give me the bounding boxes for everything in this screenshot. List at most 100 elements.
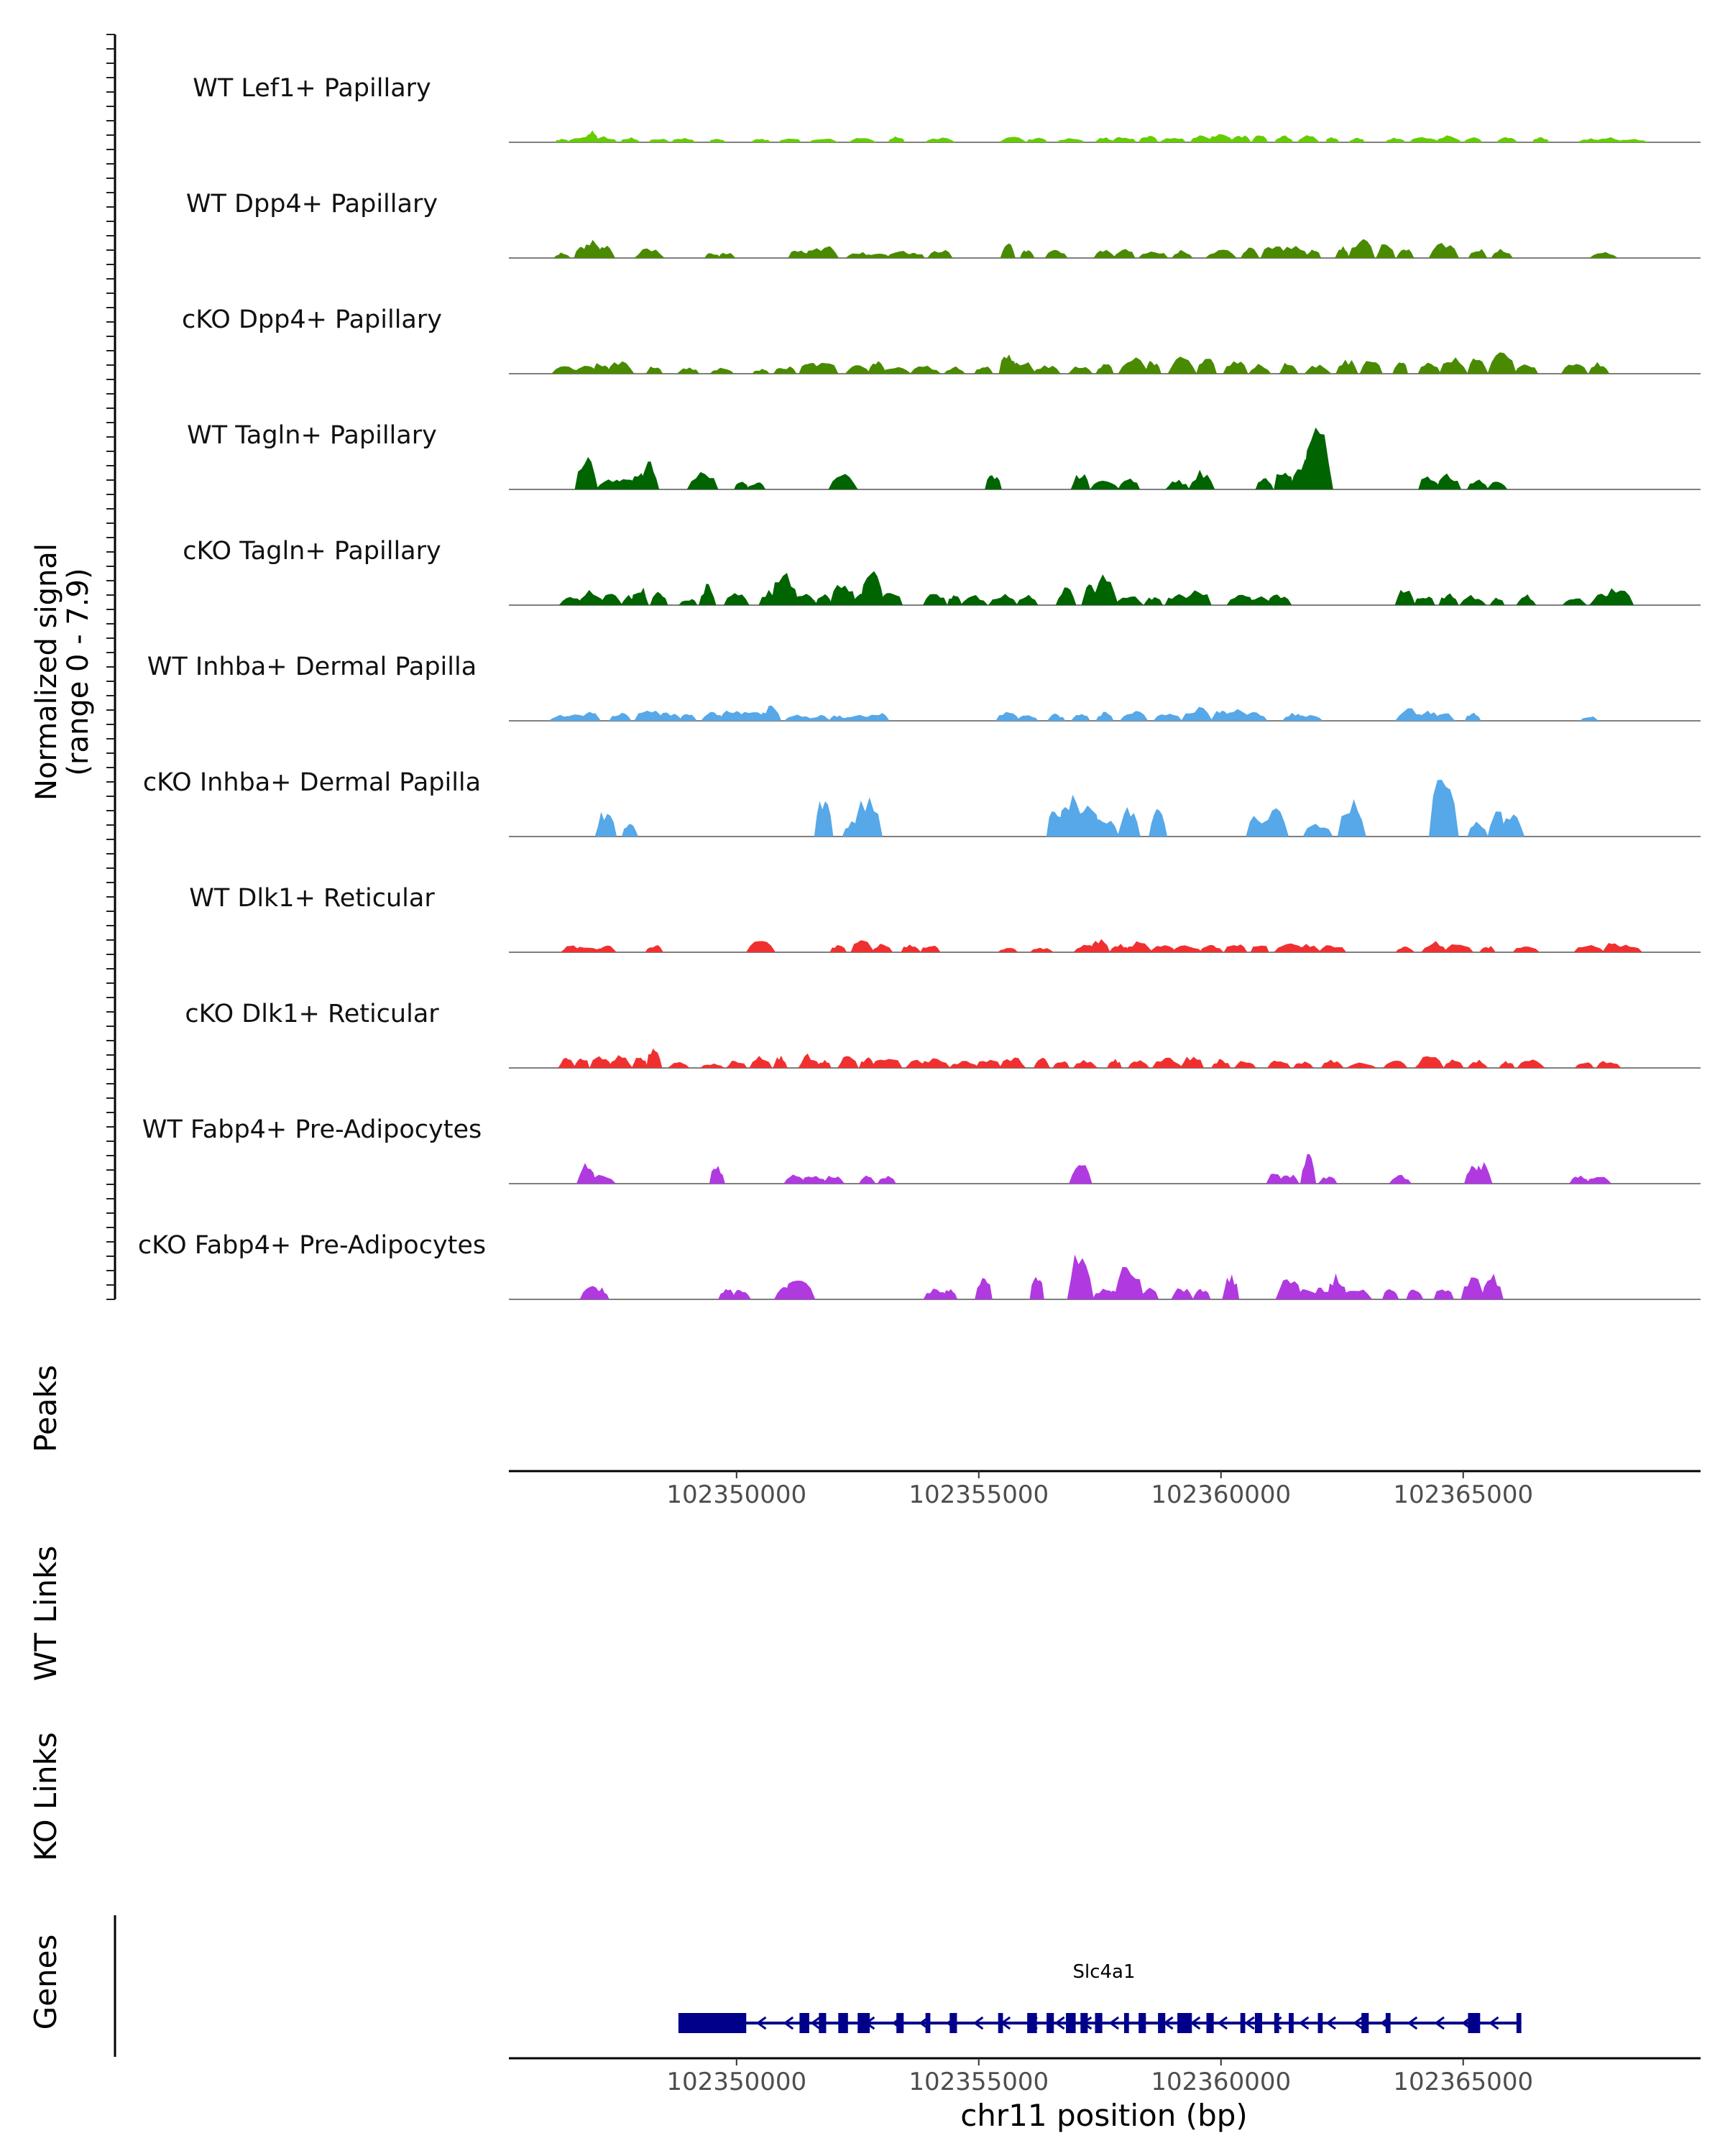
signal-peak: [1055, 138, 1086, 142]
signal-peak: [1138, 252, 1169, 258]
signal-peak: [589, 1056, 612, 1068]
signal-peak: [734, 482, 749, 489]
signal-peak: [1337, 798, 1366, 837]
signal-peak: [808, 139, 840, 142]
signal-peak: [1302, 824, 1333, 837]
signal-peak: [905, 1059, 927, 1068]
signal-peak: [699, 584, 717, 605]
signal-peak: [783, 714, 816, 721]
signal-peak: [1073, 1059, 1098, 1068]
gene-exon: [1240, 2013, 1246, 2033]
signal-peak: [1395, 946, 1415, 952]
signal-peak: [1428, 243, 1459, 258]
signal-peak: [1149, 808, 1167, 837]
signal-peak: [1317, 1176, 1338, 1184]
signal-peak: [1278, 246, 1310, 258]
signal-peak: [1008, 362, 1037, 374]
signal-peak: [773, 1055, 788, 1068]
signal-peak: [1327, 1273, 1348, 1299]
signal-peak: [708, 139, 726, 142]
signal-peak: [1208, 134, 1234, 142]
signal-peak: [620, 137, 640, 142]
signal-peak: [1111, 137, 1137, 142]
signal-peak: [1279, 362, 1299, 374]
signal-peak: [579, 239, 603, 258]
signal-axis-title: Normalized signal (range 0 - 7.9): [30, 543, 95, 801]
track-label: WT Tagln+ Papillary: [187, 421, 437, 450]
signal-peak: [1418, 710, 1440, 721]
signal-peak: [1019, 250, 1035, 258]
signal-peak: [586, 1174, 616, 1184]
signal-peak: [1406, 1289, 1424, 1299]
signal-peak: [944, 366, 966, 374]
signal-peak: [1259, 808, 1289, 837]
signal-peak: [1318, 945, 1347, 952]
signal-peak: [599, 594, 622, 605]
signal-peak: [1294, 944, 1322, 952]
signal-peak: [829, 945, 847, 952]
signal-peak: [1138, 135, 1159, 142]
signal-peak: [1029, 1276, 1044, 1299]
signal-peak: [1429, 780, 1459, 837]
signal-peak: [1436, 473, 1461, 489]
signal-peak: [1143, 596, 1163, 605]
track-label: WT Dlk1+ Reticular: [189, 884, 435, 913]
signal-peak: [1414, 1056, 1444, 1068]
signal-peak: [1464, 712, 1481, 721]
gene-exon: [1177, 2013, 1192, 2033]
signal-peak: [1113, 249, 1136, 258]
signal-peak: [870, 944, 893, 952]
x-axis-genes: 102350000 102355000 102360000 102365000: [509, 2057, 1701, 2096]
track-label: WT Dpp4+ Papillary: [186, 190, 438, 218]
signal-peak: [667, 1061, 690, 1068]
signal-peak: [828, 474, 858, 489]
signal-peak: [574, 456, 599, 489]
signal-peak: [1421, 941, 1448, 952]
gene-exon: [1317, 2013, 1323, 2033]
signal-peak: [759, 705, 782, 721]
signal-peak: [1172, 249, 1193, 258]
signal-peak: [1192, 1289, 1211, 1299]
signal-peak: [920, 945, 941, 952]
signal-peak: [801, 1176, 827, 1184]
gene-exon: [1289, 2013, 1294, 2033]
signal-peak: [1196, 359, 1217, 374]
signal-peak: [1392, 362, 1408, 374]
signal-peak: [1459, 594, 1486, 605]
gene-exon: [1516, 2013, 1522, 2033]
signal-peak: [1119, 711, 1149, 721]
signal-peak: [942, 1289, 958, 1299]
gene-track: Slc4a1: [678, 1961, 1522, 2033]
signal-peak: [1070, 714, 1090, 721]
signal-peak: [1473, 1162, 1493, 1184]
signal-peak: [1479, 946, 1496, 952]
signal-peak: [1033, 1057, 1050, 1068]
signal-peak: [1382, 1289, 1399, 1299]
signal-peak: [1617, 139, 1648, 142]
signal-peak: [1274, 472, 1294, 489]
x-tick-label: 102365000: [1393, 2068, 1533, 2096]
signal-peak: [1433, 1289, 1454, 1299]
signal-peak: [1389, 1174, 1412, 1184]
signal-peak: [1179, 1056, 1204, 1068]
gene-exon: [925, 2013, 931, 2033]
signal-peak: [1486, 482, 1508, 489]
signal-peak: [923, 594, 948, 605]
signal-peak: [1090, 939, 1110, 952]
strand-arrow: [1434, 2016, 1445, 2030]
signal-peak: [1305, 249, 1322, 258]
track-11: cKO Fabp4+ Pre-Adipocytes: [138, 1231, 1701, 1300]
strand-arrow: [1353, 2016, 1363, 2030]
track-label: cKO Dpp4+ Papillary: [182, 305, 442, 334]
track-2: WT Dpp4+ Papillary: [186, 190, 1701, 259]
signal-peak: [749, 1056, 773, 1068]
signal-peak: [1588, 361, 1610, 374]
signal-peak: [1467, 358, 1489, 374]
signal-peak: [1151, 1057, 1184, 1068]
strand-arrow: [1244, 2016, 1255, 2030]
signal-peak: [1070, 474, 1090, 489]
signal-peak: [850, 940, 875, 952]
signal-peak: [591, 363, 611, 374]
signal-peak: [1463, 137, 1483, 142]
